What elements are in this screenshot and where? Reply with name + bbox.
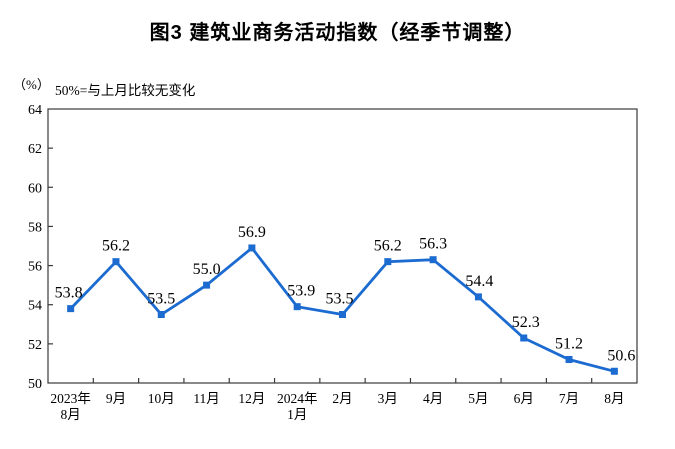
data-point-marker	[157, 311, 165, 318]
y-axis-tick-label: 62	[28, 142, 42, 157]
x-axis-tick-label: 5月	[468, 391, 488, 406]
x-axis-tick-label: 8月	[604, 391, 624, 406]
x-axis-tick-label: 6月	[514, 391, 534, 406]
data-point-label: 56.2	[374, 238, 402, 255]
data-point-marker	[112, 258, 120, 266]
x-axis-tick-label: 12月	[238, 391, 265, 406]
data-point-marker	[474, 293, 482, 301]
data-point-label: 53.8	[55, 285, 83, 302]
x-axis-tick-label: 2023年 8月	[50, 391, 91, 422]
data-point-marker	[429, 256, 437, 264]
y-axis-tick-label: 54	[28, 299, 42, 314]
x-axis-tick-label: 10月	[148, 391, 175, 406]
x-axis-tick-label: 2024年 1月	[277, 391, 318, 422]
data-point-label: 53.9	[287, 283, 315, 300]
data-point-label: 56.3	[419, 236, 447, 253]
data-point-marker	[248, 244, 256, 252]
x-axis-tick-label: 7月	[559, 391, 579, 406]
data-point-label: 55.0	[193, 261, 221, 278]
trend-line	[69, 246, 615, 373]
data-point-label: 50.6	[607, 347, 635, 364]
data-point-marker	[565, 356, 573, 364]
data-point-marker	[384, 258, 392, 266]
baseline-note: 50%=与上月比较无变化	[55, 83, 196, 98]
data-point-marker	[203, 281, 211, 289]
data-point-marker	[520, 334, 528, 342]
data-point-marker	[339, 311, 346, 318]
y-axis-unit-label: （%）	[13, 77, 50, 92]
x-axis-tick-label: 11月	[193, 391, 220, 406]
y-axis-tick-label: 60	[28, 181, 42, 196]
data-point-marker	[610, 367, 618, 375]
chart-title: 图3 建筑业商务活动指数（经季节调整）	[149, 22, 526, 44]
y-axis-tick-label: 64	[28, 103, 42, 118]
y-axis-tick-label: 50	[28, 377, 42, 392]
y-axis-tick-label: 58	[28, 220, 42, 235]
data-point-label: 54.4	[465, 273, 493, 290]
data-point-label: 53.5	[326, 291, 354, 308]
data-point-label: 56.2	[102, 238, 130, 255]
data-point-marker	[67, 305, 75, 313]
y-axis-tick-label: 56	[28, 260, 42, 275]
data-point-label: 51.2	[555, 336, 583, 353]
data-point-marker	[293, 303, 301, 311]
x-axis-tick-label: 3月	[378, 391, 398, 406]
plot-frame	[47, 108, 638, 384]
data-point-label: 53.5	[147, 291, 175, 308]
x-axis-tick-label: 2月	[332, 391, 352, 406]
x-axis-tick-label: 9月	[106, 391, 126, 406]
data-point-label: 56.9	[238, 224, 266, 241]
y-axis-tick-label: 52	[28, 338, 42, 353]
x-axis-tick-label: 4月	[423, 391, 443, 406]
data-point-label: 52.3	[512, 314, 540, 331]
